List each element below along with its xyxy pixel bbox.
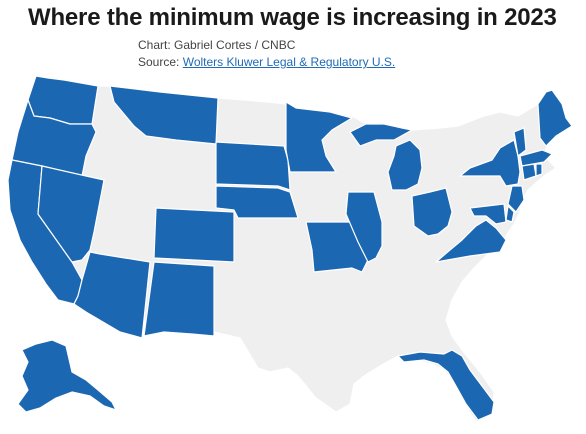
state-virginia[interactable] bbox=[435, 219, 507, 263]
state-montana[interactable] bbox=[109, 85, 219, 145]
increasing-states bbox=[7, 75, 573, 421]
state-ohio[interactable] bbox=[411, 187, 453, 237]
state-oregon[interactable] bbox=[11, 99, 97, 177]
state-new-mexico[interactable] bbox=[143, 261, 215, 337]
state-colorado[interactable] bbox=[153, 207, 235, 263]
state-alaska[interactable] bbox=[17, 339, 117, 413]
state-rhode-island[interactable] bbox=[535, 163, 543, 177]
state-south-dakota[interactable] bbox=[215, 141, 291, 191]
state-michigan-upper[interactable] bbox=[349, 123, 413, 147]
state-new-jersey[interactable] bbox=[507, 185, 525, 213]
state-delaware[interactable] bbox=[505, 205, 515, 223]
state-massachusetts[interactable] bbox=[519, 149, 553, 167]
state-minnesota[interactable] bbox=[285, 101, 353, 173]
state-nevada[interactable] bbox=[37, 165, 105, 263]
state-arizona[interactable] bbox=[73, 251, 151, 339]
source-link[interactable]: Wolters Kluwer Legal & Regulatory U.S. bbox=[182, 55, 396, 69]
state-maine[interactable] bbox=[537, 89, 573, 147]
chart-credit: Chart: Gabriel Cortes / CNBC bbox=[138, 38, 296, 52]
state-nebraska[interactable] bbox=[215, 185, 299, 219]
chart-title: Where the minimum wage is increasing in … bbox=[28, 4, 557, 31]
state-illinois[interactable] bbox=[345, 191, 383, 263]
chart-source: Source: Wolters Kluwer Legal & Regulator… bbox=[138, 55, 395, 69]
source-prefix: Source: bbox=[138, 55, 183, 69]
state-new-york[interactable] bbox=[459, 139, 521, 187]
state-florida[interactable] bbox=[397, 349, 495, 421]
state-maryland[interactable] bbox=[469, 203, 507, 225]
state-vermont[interactable] bbox=[513, 127, 527, 157]
state-michigan-lower[interactable] bbox=[387, 139, 423, 191]
